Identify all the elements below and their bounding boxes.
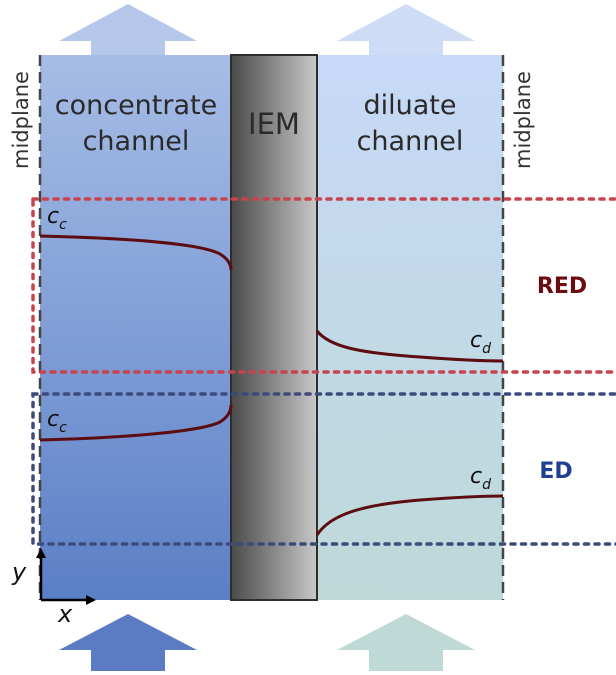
bottom-flow-arrow-diluate-icon	[337, 614, 475, 671]
coordinate-axes-icon	[36, 548, 96, 605]
bottom-flow-arrows	[59, 614, 475, 671]
ed-diluate-profile	[315, 494, 504, 536]
red-region-box	[31, 197, 616, 374]
concentrate-title-line1: concentrate	[55, 90, 217, 121]
membrane-title: IEM	[248, 107, 300, 141]
concentrate-channel	[40, 55, 231, 600]
diluate-channel	[317, 55, 503, 600]
ed-region-box	[31, 392, 616, 546]
top-flow-arrows	[59, 4, 475, 55]
red-cc-label: cc	[47, 204, 67, 233]
diluate-title-line2: channel	[357, 126, 464, 157]
axis-x-label: x	[57, 600, 73, 628]
ed-cd-label: cd	[470, 464, 491, 493]
diluate-title-line1: diluate	[364, 90, 457, 121]
red-diluate-profile	[315, 330, 504, 363]
ed-region-label: ED	[539, 459, 572, 484]
red-region-label: RED	[537, 274, 587, 299]
ed-concentrate-profile	[39, 404, 233, 442]
top-flow-arrow-concentrate-icon	[59, 4, 197, 55]
red-concentrate-profile	[39, 234, 233, 271]
midplane-right-label: midplane	[511, 71, 535, 169]
top-flow-arrow-diluate-icon	[337, 4, 475, 55]
ed-cc-label: cc	[47, 407, 67, 436]
midplane-left-label: midplane	[9, 71, 33, 169]
axis-y-label: y	[11, 558, 27, 586]
concentrate-title-line2: channel	[83, 126, 190, 157]
bottom-flow-arrow-concentrate-icon	[59, 614, 197, 671]
red-cd-label: cd	[470, 328, 491, 357]
ion-exchange-membrane	[230, 54, 318, 601]
